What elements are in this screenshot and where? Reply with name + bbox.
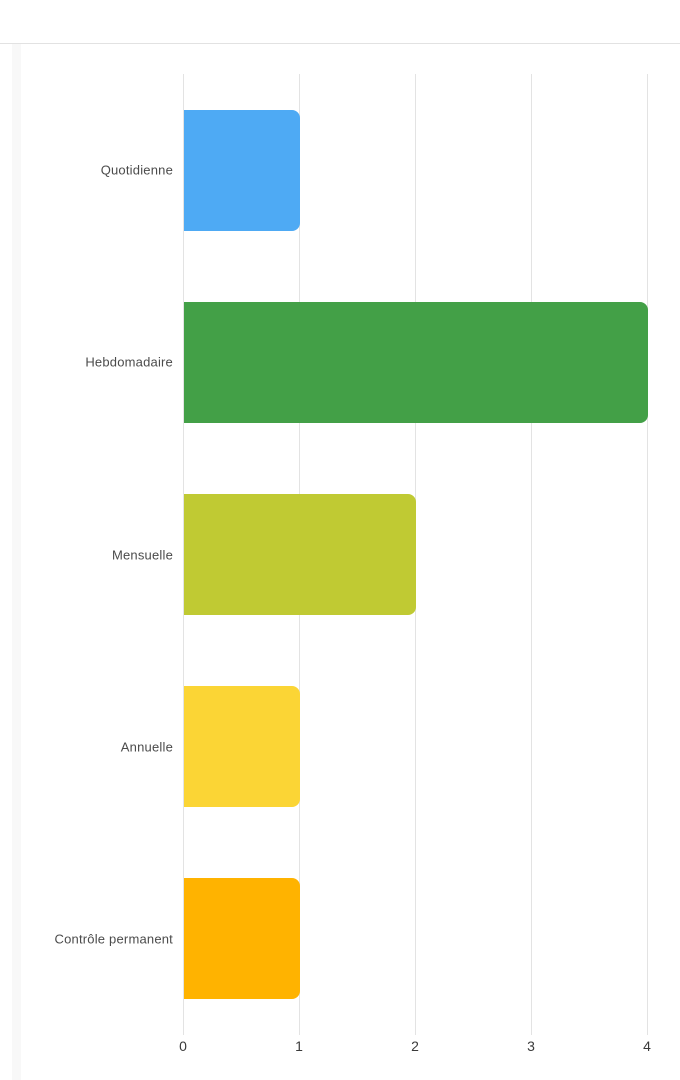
- bar-hebdomadaire[interactable]: [184, 301, 648, 423]
- gridline-x-0: [183, 74, 184, 1035]
- x-tick-label-0: 0: [179, 1038, 187, 1054]
- panel-left-edge-shadow: [12, 44, 21, 1080]
- x-tick-label-2: 2: [411, 1038, 419, 1054]
- x-tick-label-4: 4: [643, 1038, 651, 1054]
- bar-annuelle[interactable]: [184, 686, 300, 808]
- gridline-x-4: [647, 74, 648, 1035]
- category-label-controle-permanent: Contrôle permanent: [54, 931, 173, 947]
- header-separator-line: [0, 43, 680, 44]
- category-label-hebdomadaire: Hebdomadaire: [85, 354, 173, 370]
- x-tick-label-1: 1: [295, 1038, 303, 1054]
- category-label-quotidienne: Quotidienne: [100, 162, 173, 178]
- category-label-mensuelle: Mensuelle: [111, 547, 173, 562]
- gridline-x-3: [531, 74, 532, 1035]
- bar-mensuelle[interactable]: [184, 494, 416, 615]
- bar-quotidienne[interactable]: [184, 109, 300, 231]
- category-label-annuelle: Annuelle: [120, 739, 173, 755]
- bar-controle-permanent[interactable]: [184, 878, 300, 1000]
- x-tick-label-3: 3: [527, 1038, 535, 1054]
